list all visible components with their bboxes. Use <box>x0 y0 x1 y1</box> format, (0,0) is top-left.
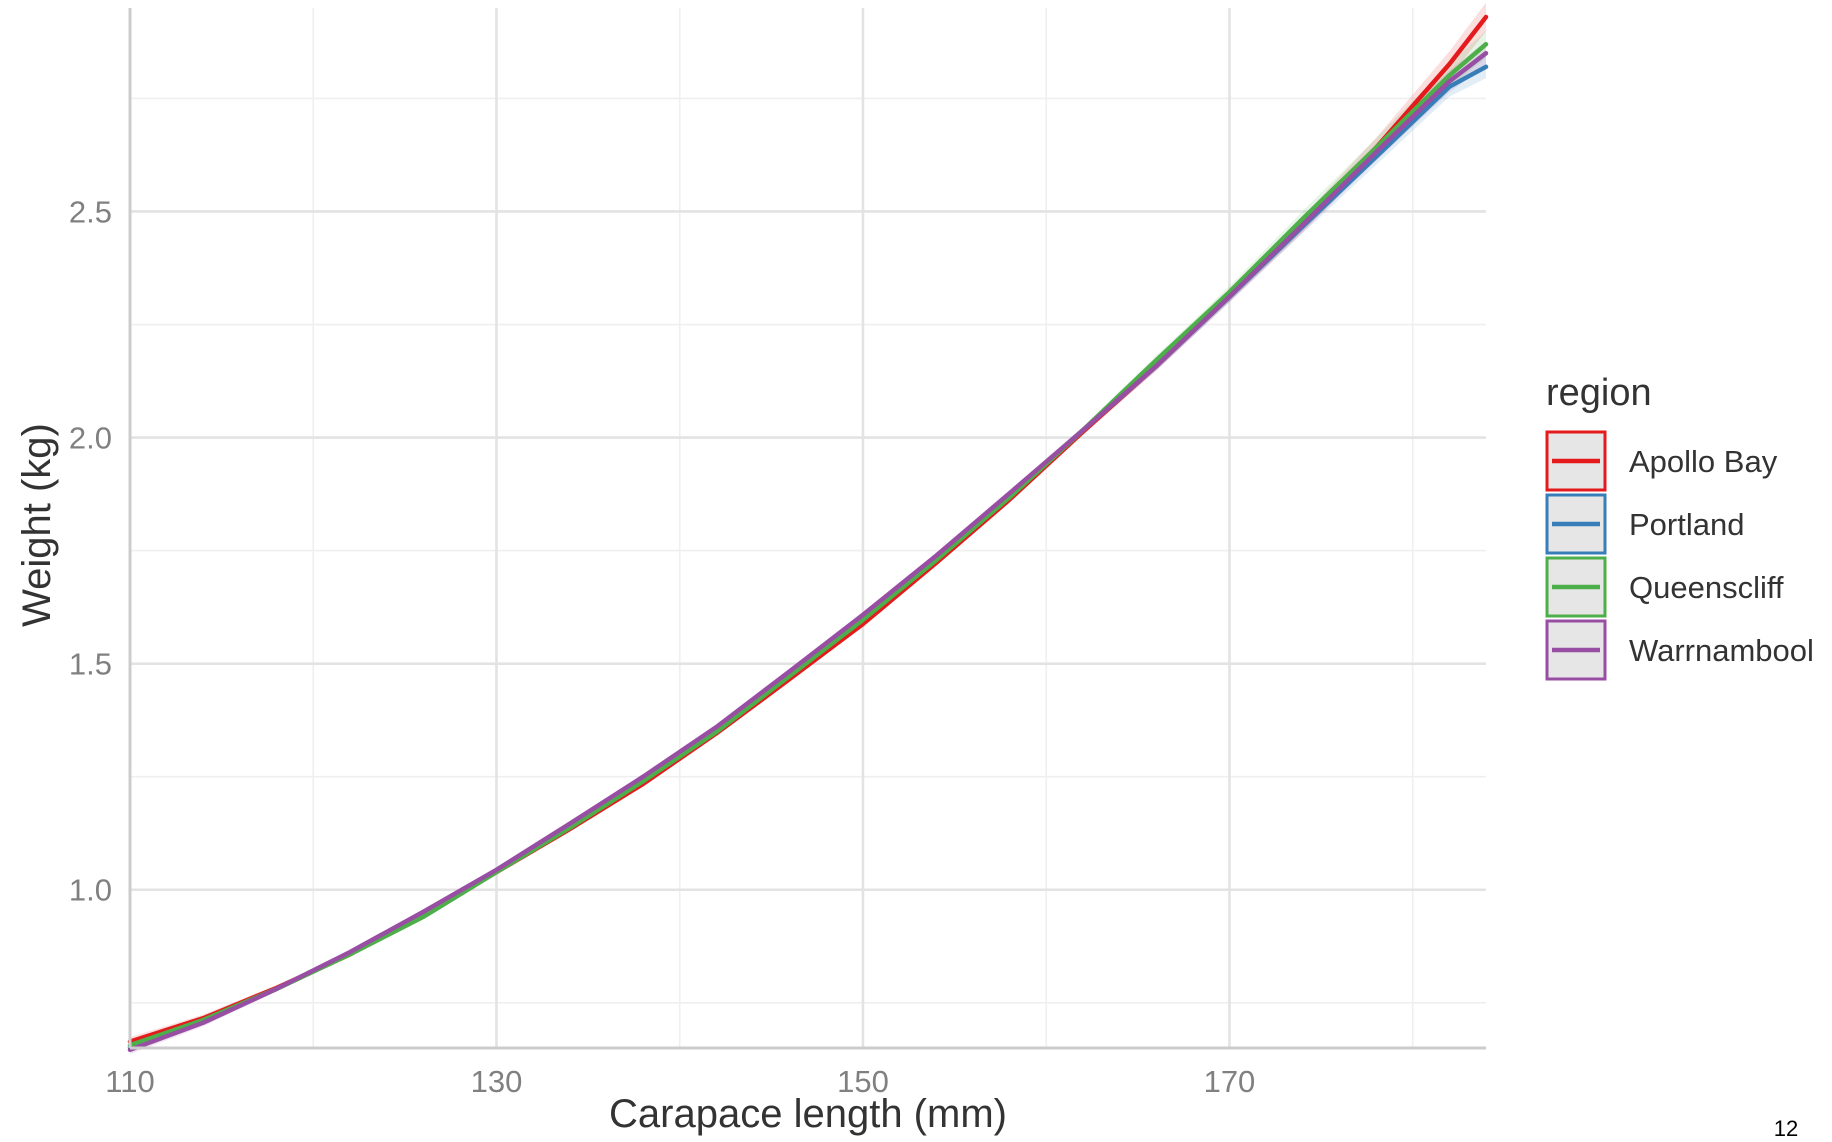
x-tick-label: 170 <box>1204 1064 1256 1099</box>
series-line-portland <box>127 64 1489 1050</box>
x-tick-label: 110 <box>105 1064 154 1099</box>
y-tick-label: 1.5 <box>69 647 112 682</box>
legend-item-queenscliff: Queenscliff <box>1545 556 1784 618</box>
legend-item-apollo-bay: Apollo Bay <box>1545 430 1778 492</box>
band-queenscliff <box>130 30 1486 1050</box>
grid <box>128 8 1486 1048</box>
y-tick-label: 2.5 <box>69 194 112 229</box>
legend-item-portland: Portland <box>1545 493 1744 555</box>
legend: region Apollo Bay Portland Queenscliff Warr… <box>1545 372 1814 681</box>
page-number: 12 <box>1774 1116 1798 1141</box>
legend-title: region <box>1546 372 1652 414</box>
y-axis-title: Weight (kg) <box>15 423 59 627</box>
series-line-apollo-bay <box>127 14 1489 1044</box>
confidence-bands <box>130 2 1486 1055</box>
legend-label-apollo-bay: Apollo Bay <box>1629 444 1778 479</box>
band-portland <box>130 55 1486 1053</box>
legend-item-warrnambool: Warrnambool <box>1545 619 1814 681</box>
legend-label-queenscliff: Queenscliff <box>1629 570 1784 605</box>
axes <box>128 8 1486 1050</box>
series-lines <box>127 14 1489 1053</box>
series-line-queenscliff <box>127 41 1489 1048</box>
x-tick-label: 130 <box>471 1064 523 1099</box>
legend-label-portland: Portland <box>1629 507 1744 542</box>
series-line-warrnambool <box>127 50 1489 1053</box>
y-tick-label: 1.0 <box>69 873 112 908</box>
y-tick-label: 2.0 <box>69 421 112 456</box>
band-warrnambool <box>130 41 1486 1055</box>
x-tick-label: 150 <box>837 1064 889 1099</box>
legend-label-warrnambool: Warrnambool <box>1629 633 1814 668</box>
x-axis-title: Carapace length (mm) <box>609 1092 1007 1136</box>
tick-labels: 110 130 150 170 1.0 1.5 2.0 2.5 <box>69 194 1255 1099</box>
